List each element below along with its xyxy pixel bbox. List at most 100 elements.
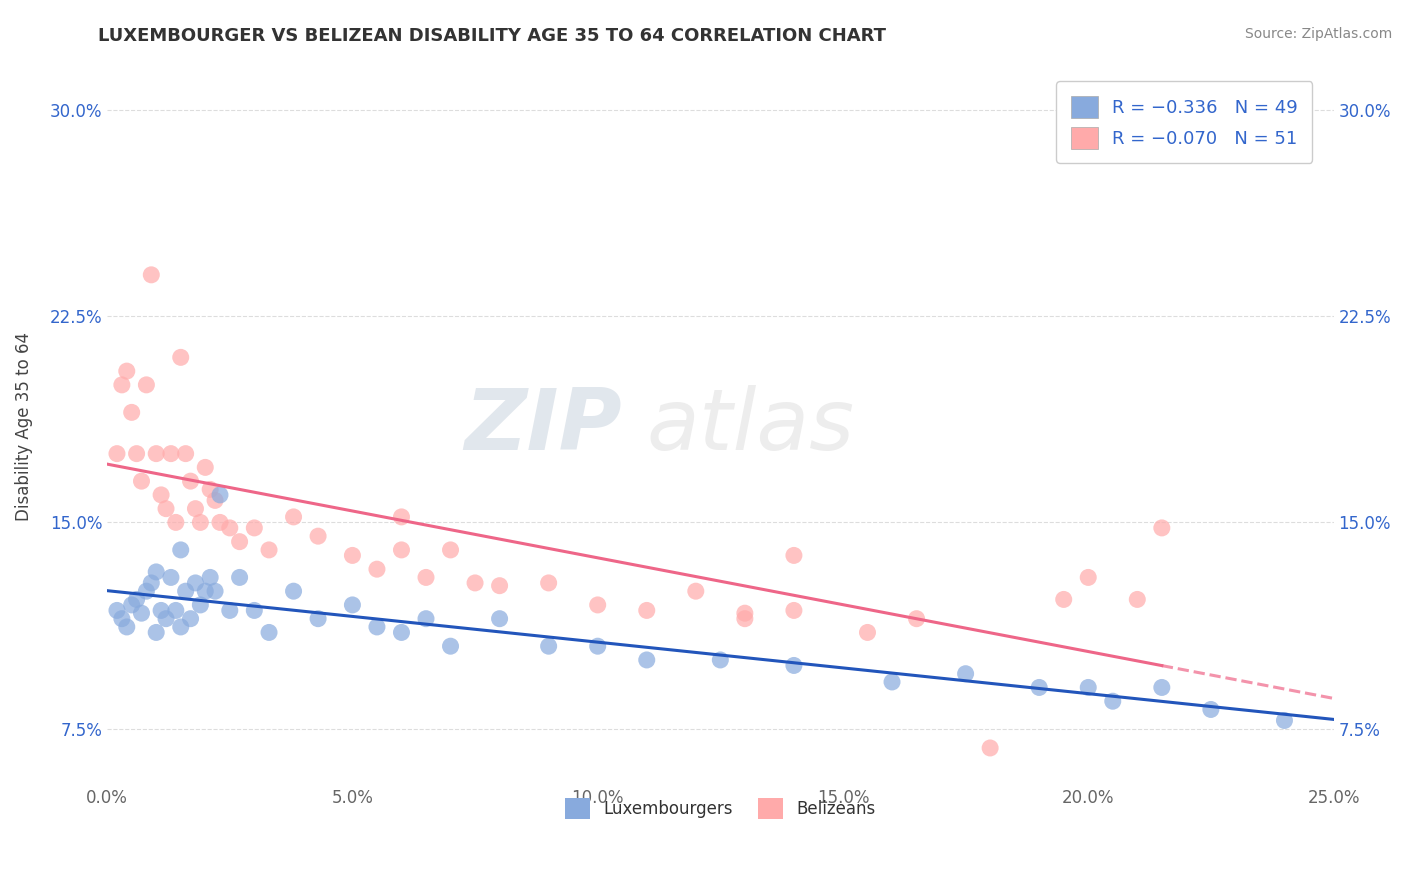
Point (783, 603, 806, 617)
Point (165, 603, 187, 617)
Point (783, 549, 806, 563)
Point (488, 612, 510, 626)
Point (537, 576, 560, 591)
Point (150, 603, 173, 617)
Point (125, 592, 148, 607)
Point (135, 377, 157, 392)
Point (135, 584, 157, 599)
Point (1274, 714, 1296, 728)
Point (141, 576, 163, 591)
Point (880, 675, 903, 690)
Point (204, 493, 226, 508)
Point (1028, 681, 1050, 695)
Point (734, 606, 756, 620)
Y-axis label: Disability Age 35 to 64: Disability Age 35 to 64 (15, 332, 32, 521)
Point (208, 488, 231, 502)
Point (125, 447, 148, 461)
Point (228, 570, 250, 584)
Point (391, 542, 413, 557)
Point (131, 606, 153, 620)
Point (1077, 681, 1099, 695)
Point (190, 598, 212, 612)
Point (155, 501, 177, 516)
Point (165, 516, 187, 530)
Point (257, 542, 280, 557)
Point (228, 534, 250, 549)
Point (105, 603, 128, 617)
Point (194, 584, 217, 599)
Point (955, 666, 977, 681)
Point (170, 351, 193, 365)
Point (636, 653, 658, 667)
Point (586, 639, 609, 653)
Point (155, 612, 177, 626)
Point (204, 584, 226, 599)
Point (243, 521, 266, 535)
Point (190, 516, 212, 530)
Point (115, 620, 138, 634)
Point (184, 576, 207, 591)
Point (342, 549, 364, 563)
Point (111, 612, 134, 626)
Point (1150, 681, 1173, 695)
Text: LUXEMBOURGER VS BELIZEAN DISABILITY AGE 35 TO 64 CORRELATION CHART: LUXEMBOURGER VS BELIZEAN DISABILITY AGE … (98, 27, 886, 45)
Point (174, 447, 197, 461)
Point (111, 377, 134, 392)
Point (1199, 702, 1222, 716)
Point (105, 447, 128, 461)
Point (366, 620, 388, 634)
Legend: Luxembourgers, Belizeans: Luxembourgers, Belizeans (558, 792, 882, 825)
Point (1126, 592, 1149, 607)
Point (115, 364, 138, 378)
Point (121, 598, 143, 612)
Point (856, 625, 879, 640)
Point (141, 268, 163, 282)
Point (1053, 592, 1076, 607)
Point (218, 521, 240, 535)
Point (283, 584, 305, 599)
Point (283, 509, 305, 524)
Point (184, 501, 207, 516)
Point (194, 460, 217, 475)
Point (257, 625, 280, 640)
Point (586, 598, 609, 612)
Point (366, 562, 388, 576)
Point (208, 516, 231, 530)
Text: Source: ZipAtlas.com: Source: ZipAtlas.com (1244, 27, 1392, 41)
Point (905, 612, 928, 626)
Point (160, 570, 183, 584)
Point (537, 639, 560, 653)
Point (1077, 570, 1099, 584)
Point (783, 658, 806, 673)
Point (121, 405, 143, 419)
Point (1150, 521, 1173, 535)
Point (174, 584, 197, 599)
Point (243, 603, 266, 617)
Point (307, 612, 329, 626)
Point (415, 612, 437, 626)
Point (979, 741, 1001, 756)
Point (198, 570, 221, 584)
Point (218, 603, 240, 617)
Point (415, 570, 437, 584)
Point (439, 639, 461, 653)
Point (439, 542, 461, 557)
Point (150, 488, 173, 502)
Point (391, 509, 413, 524)
Point (170, 620, 193, 634)
Point (180, 612, 202, 626)
Point (464, 576, 486, 591)
Point (160, 447, 183, 461)
Point (198, 483, 221, 497)
Point (145, 625, 167, 640)
Point (131, 474, 153, 488)
Point (145, 447, 167, 461)
Point (734, 612, 756, 626)
Point (488, 579, 510, 593)
Point (180, 474, 202, 488)
Point (307, 529, 329, 543)
Point (1101, 694, 1123, 708)
Text: atlas: atlas (647, 384, 855, 467)
Point (170, 542, 193, 557)
Point (342, 598, 364, 612)
